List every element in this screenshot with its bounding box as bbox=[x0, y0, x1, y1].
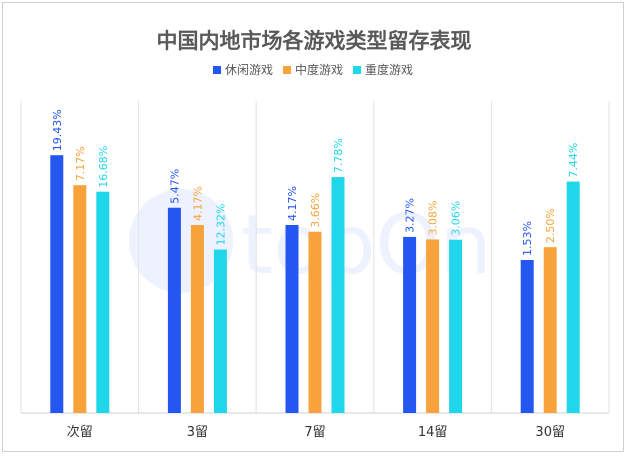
bar-1-0 bbox=[167, 207, 181, 413]
legend-swatch-1 bbox=[283, 66, 291, 74]
value-labels: 19.43% 7.17% 16.68% 5.47% 4.17% 12.32% 4.17% 3.… bbox=[51, 109, 580, 256]
legend-label-0: 休闲游戏 bbox=[225, 63, 273, 77]
data-label-4-2: 7.44% bbox=[567, 143, 580, 178]
category-label-0: 次留 bbox=[67, 424, 93, 440]
bar-1-1 bbox=[190, 224, 204, 413]
bar-0-0 bbox=[50, 155, 64, 413]
data-label-0-0: 19.43% bbox=[51, 109, 64, 151]
category-label-4: 30留 bbox=[535, 425, 565, 440]
bar-0-1 bbox=[73, 185, 87, 413]
legend-swatch-0 bbox=[213, 66, 221, 74]
legend-label-2: 重度游戏 bbox=[365, 62, 413, 77]
bar-4-1 bbox=[543, 247, 557, 413]
bar-2-0 bbox=[285, 224, 299, 413]
bar-4-0 bbox=[520, 260, 534, 413]
data-label-2-1: 3.66% bbox=[309, 193, 322, 228]
data-label-1-0: 5.47% bbox=[168, 169, 181, 204]
bar-3-2 bbox=[449, 239, 463, 413]
category-labels: 次留 3留 7留 14留 30留 bbox=[67, 424, 565, 440]
bar-3-1 bbox=[426, 239, 440, 413]
bar-4-2 bbox=[566, 181, 580, 413]
data-label-3-2: 3.06% bbox=[450, 201, 463, 236]
category-label-1: 3留 bbox=[187, 425, 208, 440]
watermark-logo-icon bbox=[129, 189, 233, 293]
legend-label-1: 中度游戏 bbox=[295, 62, 343, 77]
bar-2-1 bbox=[308, 231, 322, 413]
data-label-4-0: 1.53% bbox=[521, 221, 534, 256]
category-label-3: 14留 bbox=[418, 425, 448, 440]
data-label-2-2: 7.78% bbox=[332, 138, 345, 173]
bar-0-2 bbox=[96, 191, 110, 413]
bar-2-2 bbox=[331, 177, 345, 413]
chart-frame: topOn 中国内地市场各游戏类型留存表现 休闲游戏 中度游戏 重度游戏 19.43… bbox=[2, 2, 624, 452]
data-label-0-1: 7.17% bbox=[74, 146, 87, 181]
data-label-4-1: 2.50% bbox=[544, 208, 557, 243]
data-label-3-0: 3.27% bbox=[404, 198, 417, 233]
data-label-0-2: 16.68% bbox=[97, 146, 110, 188]
legend: 休闲游戏 中度游戏 重度游戏 bbox=[213, 62, 413, 77]
legend-swatch-2 bbox=[353, 66, 361, 74]
data-label-2-0: 4.17% bbox=[286, 186, 299, 221]
retention-bar-chart: topOn 中国内地市场各游戏类型留存表现 休闲游戏 中度游戏 重度游戏 19.43… bbox=[20, 29, 610, 440]
data-label-3-1: 3.08% bbox=[427, 200, 440, 235]
category-label-2: 7留 bbox=[304, 425, 325, 440]
data-label-1-2: 12.32% bbox=[214, 204, 227, 246]
chart-title: 中国内地市场各游戏类型留存表现 bbox=[157, 29, 472, 53]
data-label-1-1: 4.17% bbox=[191, 186, 204, 221]
bar-3-0 bbox=[403, 236, 417, 413]
bars bbox=[50, 155, 580, 413]
bar-1-2 bbox=[213, 249, 227, 413]
